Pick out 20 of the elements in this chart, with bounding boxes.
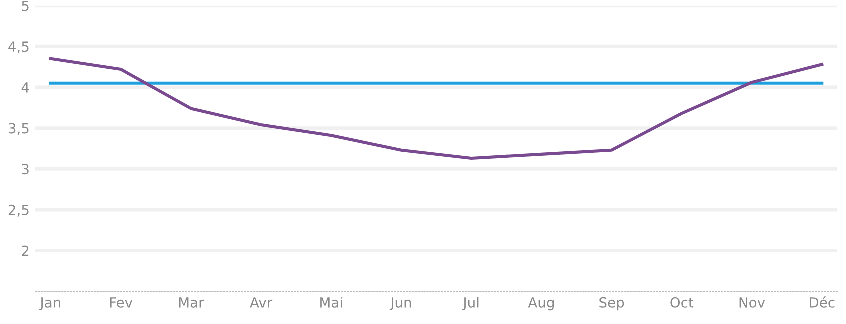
x-tick-label: Nov (740, 298, 766, 308)
y-tick-label: 4,5 (8, 42, 29, 54)
x-tick-label: Mar (179, 298, 204, 308)
y-tick-label: 2,5 (8, 204, 29, 217)
x-tick-label: Aug (528, 298, 554, 311)
x-tick-label: Jul (462, 297, 479, 310)
y-tick-label: 3,5 (8, 123, 29, 136)
y-tick-label: 2 (22, 246, 29, 256)
line-series (49, 57, 824, 160)
x-tick-label: Mai (320, 297, 342, 308)
x-tick-label: Jan (40, 298, 60, 310)
x-tick-label: Sep (600, 297, 624, 311)
y-tick-label: 3 (22, 164, 29, 175)
x-tick-label: Déc (810, 296, 835, 308)
y-tick-label: 4 (22, 82, 30, 93)
x-tick-label: Fev (110, 298, 133, 308)
x-tick-label: Jun (390, 298, 412, 310)
y-tick-label: 5 (22, 0, 29, 12)
x-tick-label: Avr (250, 298, 273, 308)
x-tick-label: Oct (670, 297, 694, 308)
